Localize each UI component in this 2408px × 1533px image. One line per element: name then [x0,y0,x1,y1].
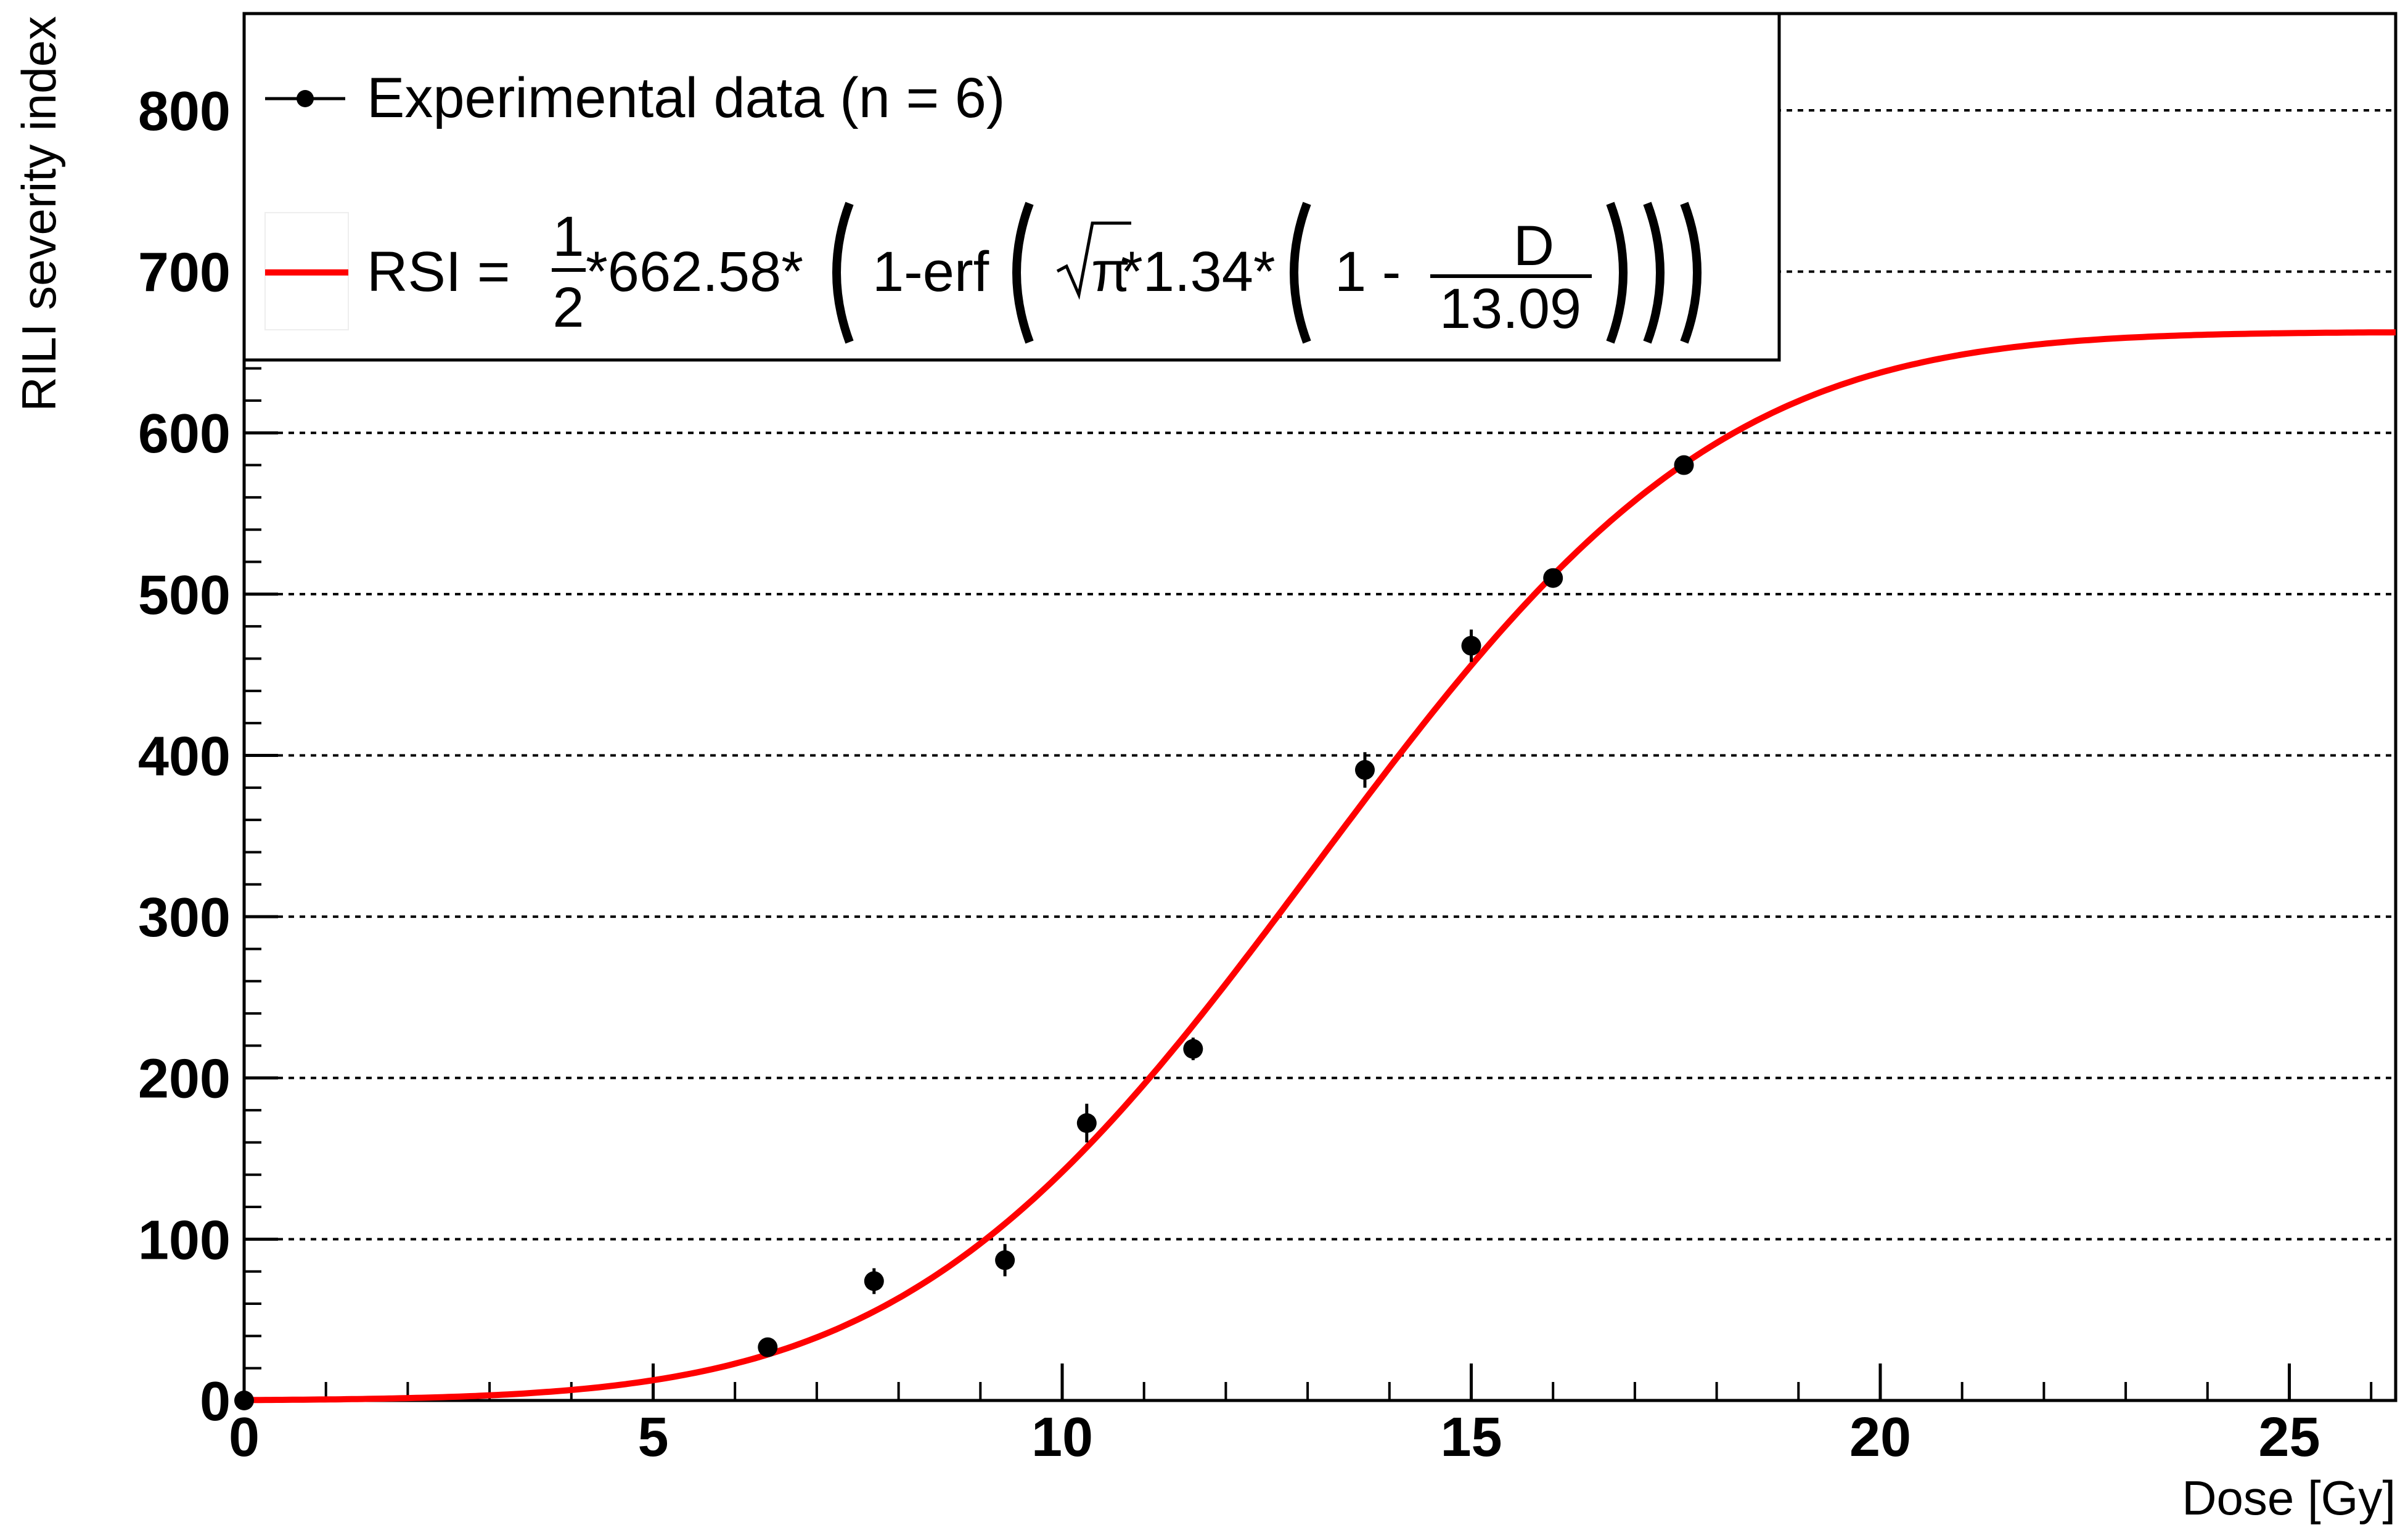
legend-paren-open-2 [1012,202,1034,344]
x-tick-label: 10 [1031,1407,1093,1468]
legend-box [242,12,1781,362]
data-point [864,1271,884,1291]
y-tick-label: 700 [138,242,231,304]
x-tick-label: 0 [229,1407,260,1468]
x-tick-label: 5 [637,1407,668,1468]
data-point [1183,1039,1203,1059]
y-tick-label: 400 [138,726,231,787]
legend-paren-close-1 [1606,202,1628,344]
legend-half-denominator: 2 [552,276,584,339]
data-points-layer [234,455,1694,1410]
legend-data-marker [297,90,314,107]
x-axis-title: Dose [Gy] [2182,1471,2396,1525]
axes: 0 100 200 300 400 500 600 700 800 0 5 10 15 20 25 [138,12,2398,1468]
fit-curve-layer [244,329,2396,1404]
legend-paren-close-2 [1643,202,1665,344]
legend-paren-open-1 [832,202,854,344]
legend-sqrt-sign [1056,221,1131,300]
data-point [1076,1113,1097,1133]
legend-fraction-numerator: D [1513,215,1554,277]
legend: Experimental data (n = 6) RSI = 1 2 *662… [242,12,1781,362]
y-tick-label: 300 [138,887,231,949]
data-point [995,1250,1015,1270]
data-point [1461,636,1481,656]
y-tick-label: 200 [138,1049,231,1110]
y-tick-label: 600 [138,403,231,465]
data-point [1354,760,1375,780]
legend-paren-close-3 [1680,202,1702,344]
data-point [234,1391,254,1410]
y-tick-label: 800 [138,81,231,142]
fit-curve [244,329,2396,1404]
legend-data-label: Experimental data (n = 6) [367,67,1005,129]
y-tick-label: 500 [138,565,231,626]
x-tick-label: 15 [1440,1407,1502,1468]
y-tick-label: 0 [200,1371,231,1433]
data-point [1674,455,1694,475]
data-point [758,1337,778,1357]
legend-fit-prefix: RSI = [367,240,510,303]
y-tick-label: 100 [138,1209,231,1271]
legend-one-minus: 1 - [1335,240,1401,303]
x-tick-label: 20 [1849,1407,1911,1468]
x-tick-label: 25 [2258,1407,2320,1468]
data-point [1543,568,1563,588]
legend-fraction-denominator: 13.09 [1439,277,1581,340]
legend-entry-data: Experimental data (n = 6) [265,67,1005,129]
y-axis-title: RILI severity index [12,16,66,412]
legend-half-numerator: 1 [552,205,584,268]
legend-paren-open-3 [1290,202,1311,344]
legend-one-erf: 1-erf [872,240,989,303]
legend-entry-fit: RSI = 1 2 *662.58* 1-erf π *1.34* 1 - D … [264,202,1702,344]
legend-amplitude: *662.58* [586,240,803,303]
legend-slope: *1.34* [1121,240,1276,303]
legend-pi: π [1091,240,1130,303]
